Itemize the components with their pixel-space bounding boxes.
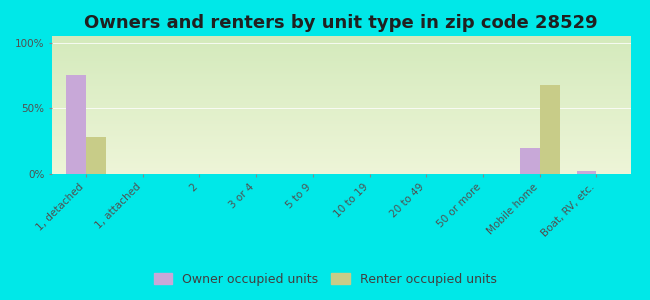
- Bar: [540, 85, 560, 174]
- Legend: Owner occupied units, Renter occupied units: Owner occupied units, Renter occupied un…: [148, 268, 502, 291]
- Bar: [520, 148, 540, 174]
- Title: Owners and renters by unit type in zip code 28529: Owners and renters by unit type in zip c…: [84, 14, 598, 32]
- Bar: [86, 137, 106, 174]
- Bar: [577, 171, 597, 174]
- Bar: [66, 75, 86, 174]
